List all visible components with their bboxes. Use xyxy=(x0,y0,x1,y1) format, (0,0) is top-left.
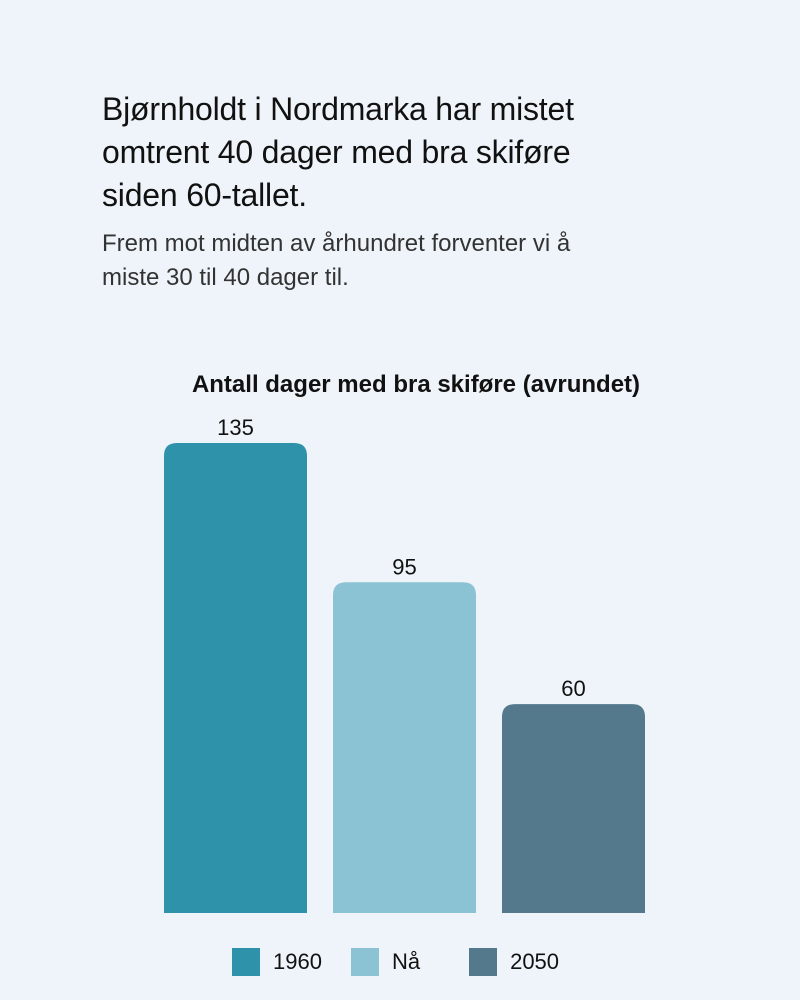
data-label-Nå: 95 xyxy=(392,554,416,579)
data-label-2050: 60 xyxy=(561,676,585,701)
bars-group: 135 95 60 xyxy=(164,415,645,913)
legend-label-1960: 1960 xyxy=(273,949,322,974)
legend: 1960 Nå 2050 xyxy=(232,948,559,976)
chart-title: Antall dager med bra skiføre (avrundet) xyxy=(192,371,640,398)
legend-item-na: Nå xyxy=(350,948,421,976)
legend-swatch-na xyxy=(350,948,379,976)
legend-swatch-1960 xyxy=(232,948,260,976)
headline: Bjørnholdt i Nordmarka har mistet omtren… xyxy=(102,91,574,213)
legend-label-na: Nå xyxy=(391,949,421,974)
legend-item-2050: 2050 xyxy=(469,948,559,976)
subtitle: Frem mot midten av århundret forventer v… xyxy=(102,230,571,291)
legend-swatch-2050 xyxy=(469,948,498,976)
legend-label-2050: 2050 xyxy=(510,949,560,974)
legend-item-1960: 1960 xyxy=(232,948,322,976)
bar-1960 xyxy=(164,443,307,913)
bar-2050 xyxy=(502,704,645,913)
bar-Nå xyxy=(333,582,476,913)
bar-chart: Antall dager med bra skiføre (avrundet) … xyxy=(164,371,645,913)
data-label-1960: 135 xyxy=(217,415,254,440)
